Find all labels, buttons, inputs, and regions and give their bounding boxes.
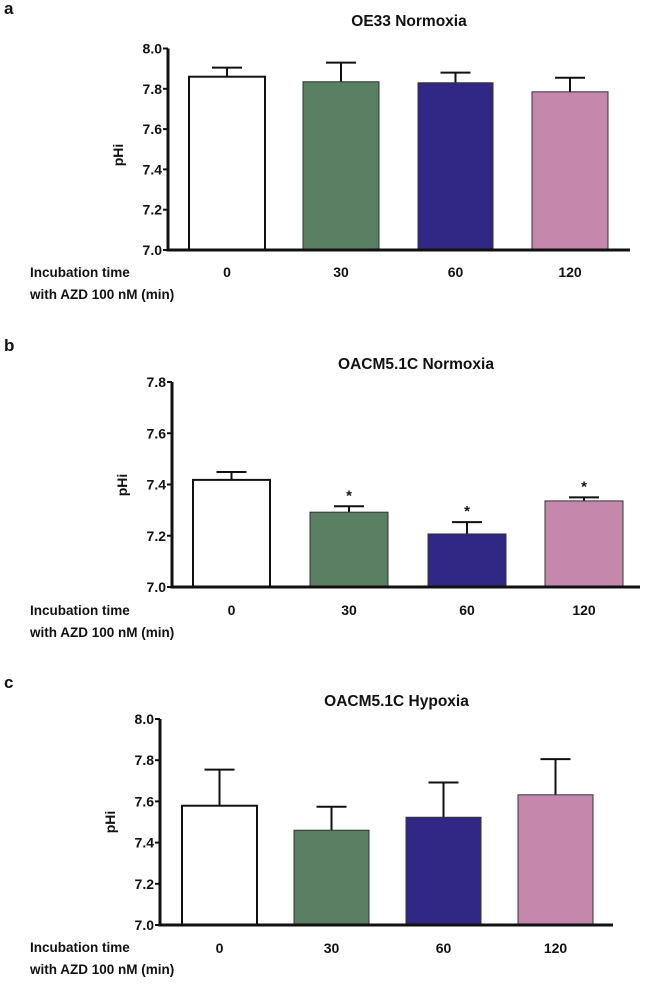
- x-axis-label-line2: with AZD 100 nM (min): [29, 625, 174, 640]
- bar-60: [417, 82, 494, 251]
- x-tick-label: 60: [448, 264, 464, 280]
- bar-0: [181, 804, 258, 927]
- chart-title: OACM5.1C Hypoxia: [324, 693, 469, 710]
- y-tick-label: 7.8: [135, 752, 155, 768]
- y-tick-label: 7.4: [135, 835, 155, 851]
- x-tick-label: 60: [436, 940, 452, 956]
- x-tick-label: 60: [459, 602, 475, 618]
- bar-30: [302, 81, 380, 251]
- y-tick-label: 7.6: [147, 425, 167, 441]
- significance-marker: *: [464, 503, 470, 520]
- x-axis-label-line2: with AZD 100 nM (min): [29, 287, 174, 302]
- x-tick-label: 120: [558, 264, 582, 280]
- y-tick-label: 8.0: [143, 41, 163, 57]
- bar-120: [531, 91, 609, 251]
- y-tick-label: 8.0: [135, 711, 155, 727]
- bar-60: [405, 816, 482, 926]
- significance-marker: *: [581, 478, 587, 495]
- y-axis-label: pHi: [114, 474, 130, 497]
- significance-marker: *: [346, 487, 352, 504]
- x-tick-label: 120: [544, 940, 568, 956]
- bar-60: [427, 533, 507, 588]
- x-axis-label-line1: Incubation time: [30, 940, 130, 955]
- y-tick-label: 7.4: [147, 477, 167, 493]
- bar-30: [309, 511, 389, 588]
- y-tick-label: 7.8: [147, 374, 167, 390]
- x-axis-label-line1: Incubation time: [30, 603, 130, 618]
- x-axis-label-line1: Incubation time: [30, 265, 130, 280]
- y-axis-label: pHi: [102, 811, 118, 834]
- panel-letter: b: [4, 336, 14, 355]
- bar-30: [293, 829, 370, 926]
- panel-letter: c: [4, 673, 13, 692]
- y-tick-label: 7.0: [143, 242, 163, 258]
- y-tick-label: 7.6: [135, 793, 155, 809]
- bar-120: [544, 500, 624, 588]
- x-tick-label: 30: [333, 264, 349, 280]
- y-tick-label: 7.8: [143, 81, 163, 97]
- y-tick-label: 7.2: [143, 202, 163, 218]
- x-tick-label: 30: [324, 940, 340, 956]
- y-tick-label: 7.2: [135, 876, 155, 892]
- bar-0: [192, 478, 271, 589]
- chart-title: OE33 Normoxia: [351, 13, 467, 30]
- y-tick-label: 7.0: [147, 579, 167, 595]
- y-tick-label: 7.0: [135, 917, 155, 933]
- x-tick-label: 0: [228, 602, 236, 618]
- x-tick-label: 0: [216, 940, 224, 956]
- panel-letter: a: [4, 0, 14, 18]
- x-tick-label: 30: [341, 602, 357, 618]
- chart-title: OACM5.1C Normoxia: [338, 356, 494, 373]
- x-tick-label: 120: [572, 602, 596, 618]
- y-tick-label: 7.2: [147, 528, 167, 544]
- y-tick-label: 7.4: [143, 161, 163, 177]
- y-axis-label: pHi: [110, 144, 126, 167]
- y-tick-label: 7.6: [143, 121, 163, 137]
- x-tick-label: 0: [223, 264, 231, 280]
- bar-0: [188, 75, 266, 251]
- bar-120: [517, 794, 594, 926]
- x-axis-label-line2: with AZD 100 nM (min): [29, 962, 174, 977]
